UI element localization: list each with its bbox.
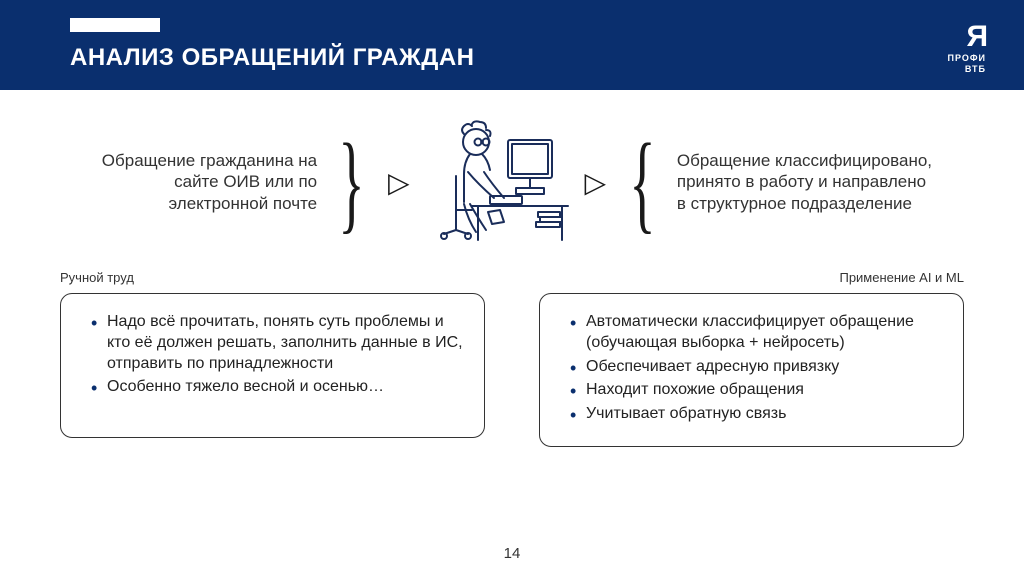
flow-row: Обращение гражданина на сайте ОИВ или по…: [0, 90, 1024, 262]
manual-box: Надо всё прочитать, понять суть проблемы…: [60, 293, 485, 438]
list-item: Надо всё прочитать, понять суть проблемы…: [91, 312, 464, 374]
arrow-icon: ▷: [388, 166, 410, 199]
manual-list: Надо всё прочитать, понять суть проблемы…: [91, 312, 464, 398]
ai-list: Автоматически классифицирует обращение (…: [570, 312, 943, 425]
ai-label: Применение AI и ML: [539, 270, 964, 285]
flow-output-text: Обращение классифицировано, принято в ра…: [677, 150, 937, 214]
list-item: Учитывает обратную связь: [570, 404, 943, 425]
person-at-computer-illustration: [420, 112, 575, 252]
accent-bar: [70, 18, 160, 32]
list-item: Особенно тяжело весной и осенью…: [91, 377, 464, 398]
list-item: Автоматически классифицирует обращение (…: [570, 312, 943, 354]
ai-column: Применение AI и ML Автоматически классиф…: [539, 270, 964, 447]
list-item: Обеспечивает адресную привязку: [570, 357, 943, 378]
logo-mark: Я: [947, 22, 986, 52]
logo: Я ПРОФИ ВТБ: [947, 22, 986, 74]
page-number: 14: [504, 545, 521, 562]
page-title: АНАЛИЗ ОБРАЩЕНИЙ ГРАЖДАН: [70, 44, 474, 72]
brace-left-icon: {: [629, 138, 655, 226]
manual-column: Ручной труд Надо всё прочитать, понять с…: [60, 270, 485, 447]
ai-box: Автоматически классифицирует обращение (…: [539, 293, 964, 447]
logo-text-2: ВТБ: [947, 65, 986, 74]
brace-right-icon: }: [338, 138, 364, 226]
list-item: Находит похожие обращения: [570, 380, 943, 401]
arrow-icon: ▷: [585, 166, 607, 199]
flow-input-text: Обращение гражданина на сайте ОИВ или по…: [87, 150, 317, 214]
header: АНАЛИЗ ОБРАЩЕНИЙ ГРАЖДАН Я ПРОФИ ВТБ: [0, 0, 1024, 90]
logo-text-1: ПРОФИ: [947, 54, 986, 63]
columns: Ручной труд Надо всё прочитать, понять с…: [0, 262, 1024, 447]
manual-label: Ручной труд: [60, 270, 485, 285]
